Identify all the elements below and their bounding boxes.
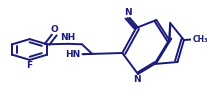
Text: HN: HN bbox=[65, 50, 80, 59]
Text: N: N bbox=[124, 8, 131, 17]
Text: CH₃: CH₃ bbox=[193, 35, 208, 44]
Text: F: F bbox=[27, 61, 33, 70]
Text: O: O bbox=[50, 25, 58, 34]
Text: NH: NH bbox=[60, 33, 75, 42]
Text: N: N bbox=[133, 75, 141, 84]
